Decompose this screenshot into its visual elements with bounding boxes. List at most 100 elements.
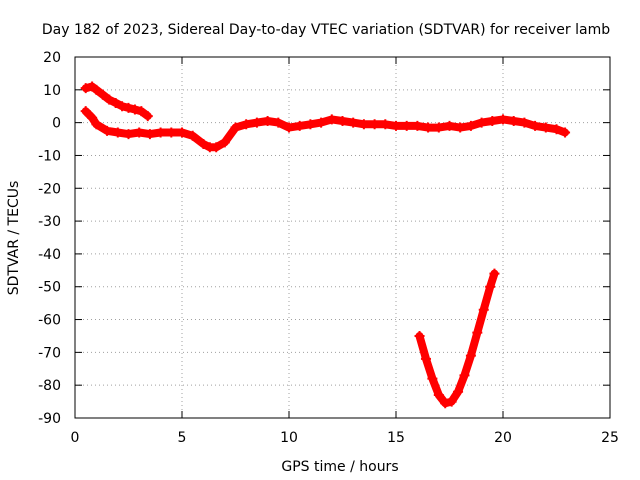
data-point <box>540 122 551 133</box>
data-point <box>414 330 425 341</box>
data-point <box>251 117 262 128</box>
x-tick-label: 15 <box>387 430 405 446</box>
data-point <box>519 117 530 128</box>
data-point <box>446 396 457 407</box>
data-point <box>401 120 412 131</box>
data-series <box>80 81 571 409</box>
data-point <box>485 281 496 292</box>
y-tick-label: -30 <box>38 214 61 230</box>
data-point <box>136 106 147 117</box>
series-upper-track-early <box>80 81 153 122</box>
data-point <box>142 111 153 122</box>
data-point <box>487 115 498 126</box>
y-tick-label: -10 <box>38 148 61 164</box>
series-main-track <box>80 106 571 153</box>
y-tick-label: -40 <box>38 247 61 263</box>
x-axis-title: GPS time / hours <box>281 459 398 475</box>
data-point <box>459 370 470 381</box>
x-tick-label: 10 <box>280 430 298 446</box>
data-point <box>453 386 464 397</box>
y-tick-label: -80 <box>38 378 61 394</box>
data-point <box>369 119 380 130</box>
data-point <box>305 119 316 130</box>
data-point <box>433 390 444 401</box>
data-point <box>420 353 431 364</box>
y-tick-label: 20 <box>43 50 61 66</box>
data-point <box>465 350 476 361</box>
data-point <box>273 117 284 128</box>
grid-lines <box>75 57 610 418</box>
data-point <box>155 127 166 138</box>
data-point <box>219 137 230 148</box>
data-point <box>440 398 451 409</box>
data-point <box>91 84 102 95</box>
data-point <box>478 304 489 315</box>
y-tick-label: -20 <box>38 181 61 197</box>
data-point <box>427 373 438 384</box>
data-point <box>123 129 134 140</box>
data-point <box>560 127 571 138</box>
y-tick-label: -70 <box>38 345 61 361</box>
data-point <box>97 89 108 100</box>
data-point <box>444 120 455 131</box>
data-point <box>476 117 487 128</box>
y-tick-label: -90 <box>38 411 61 427</box>
data-point <box>326 114 337 125</box>
y-tick-label: 0 <box>52 116 61 132</box>
data-point <box>465 120 476 131</box>
data-point <box>211 142 222 153</box>
data-point <box>508 115 519 126</box>
data-point <box>110 97 121 108</box>
y-axis-title: SDTVAR / TECUs <box>6 181 22 296</box>
data-point <box>530 120 541 131</box>
data-point <box>348 117 359 128</box>
data-point <box>117 101 128 112</box>
data-point <box>187 130 198 141</box>
series-lower-arc <box>414 268 500 409</box>
y-tick-label: -50 <box>38 280 61 296</box>
data-point <box>412 120 423 131</box>
data-point <box>166 127 177 138</box>
x-tick-label: 0 <box>71 430 80 446</box>
data-point <box>455 122 466 133</box>
data-point <box>80 106 91 117</box>
data-point <box>134 127 145 138</box>
data-point <box>230 122 241 133</box>
y-tick-label: 10 <box>43 83 61 99</box>
data-point <box>241 119 252 130</box>
data-point <box>129 104 140 115</box>
data-point <box>423 122 434 133</box>
data-point <box>433 122 444 133</box>
data-point <box>337 115 348 126</box>
data-point <box>87 112 98 123</box>
data-point <box>316 117 327 128</box>
data-point <box>80 83 91 94</box>
x-tick-label: 5 <box>178 430 187 446</box>
x-tick-label: 20 <box>494 430 512 446</box>
data-point <box>498 114 508 125</box>
chart-title: Day 182 of 2023, Sidereal Day-to-day VTE… <box>42 22 610 38</box>
data-point <box>472 327 483 338</box>
data-point <box>551 124 562 135</box>
data-point <box>284 122 294 133</box>
data-point <box>177 127 187 138</box>
data-point <box>91 119 102 130</box>
data-point <box>489 268 500 279</box>
data-point <box>112 127 123 138</box>
data-point <box>380 119 391 130</box>
data-point <box>262 115 273 126</box>
data-point <box>391 120 401 131</box>
data-point <box>294 120 305 131</box>
axis-ticks: 0 5 10 15 20 25 20 10 0 -10 -20 -30 -40 -50 -60 -70 -80 -… <box>38 50 619 446</box>
plot-frame <box>74 56 611 419</box>
series-band <box>415 269 499 408</box>
data-point <box>144 129 155 140</box>
data-point <box>123 102 134 113</box>
y-tick-label: -60 <box>38 313 61 329</box>
x-tick-label: 25 <box>601 430 619 446</box>
data-point <box>102 125 113 136</box>
data-point <box>358 119 369 130</box>
data-point <box>198 138 209 149</box>
data-point <box>104 94 115 105</box>
